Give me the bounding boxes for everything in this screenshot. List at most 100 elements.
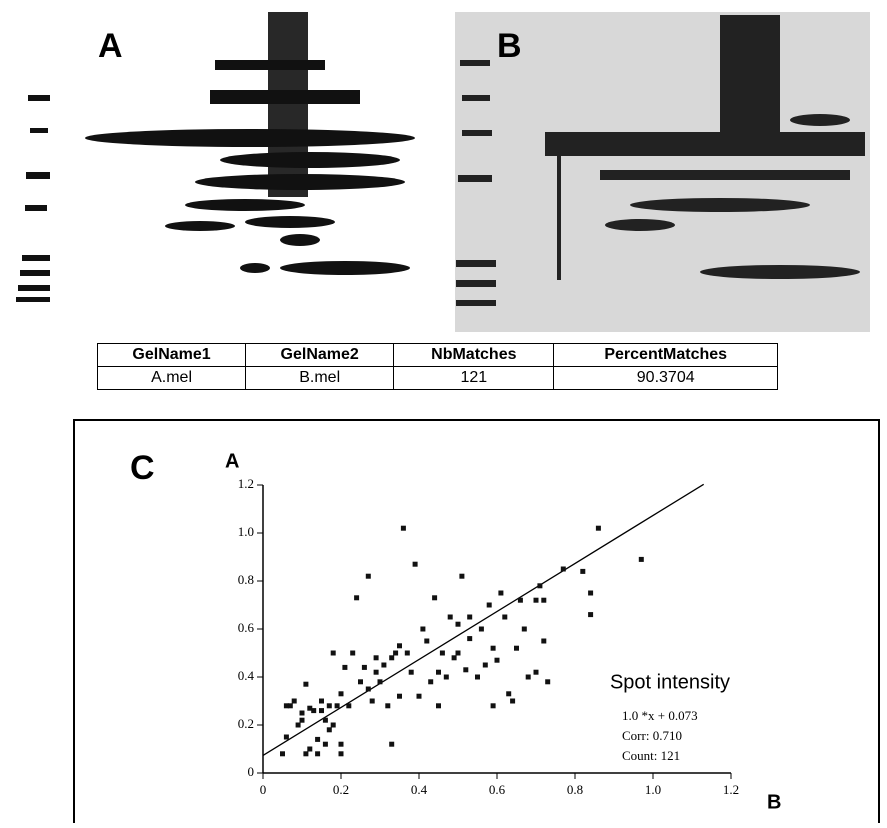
point	[303, 681, 309, 687]
point	[385, 703, 391, 709]
point	[416, 693, 422, 699]
x-tick-label: 0	[260, 782, 267, 797]
point	[326, 727, 332, 733]
point	[541, 638, 547, 644]
point	[361, 664, 367, 670]
point	[486, 602, 492, 608]
point	[311, 708, 317, 714]
annotation: 1.0 *x + 0.073	[622, 708, 698, 723]
point	[283, 703, 289, 709]
x-tick-label: 0.6	[489, 782, 506, 797]
point	[451, 655, 457, 661]
point	[475, 674, 480, 680]
point	[307, 746, 313, 752]
point	[412, 561, 418, 567]
match-table: GelName1 GelName2 NbMatches PercentMatches A…	[96, 343, 778, 390]
point	[436, 703, 441, 709]
gel-image-a	[16, 12, 415, 302]
cell: A.mel	[96, 366, 247, 390]
point	[393, 650, 399, 656]
point	[404, 650, 410, 656]
x-axis-label: B	[767, 791, 781, 813]
point	[389, 655, 395, 661]
table-row: A.mel B.mel 121 90.3704	[96, 366, 778, 390]
cell: 90.3704	[553, 366, 778, 390]
header-cell: GelName1	[96, 343, 247, 367]
point	[436, 669, 441, 675]
point	[439, 650, 445, 656]
point	[338, 741, 344, 747]
header-cell: PercentMatches	[553, 343, 778, 367]
point	[432, 595, 438, 601]
point	[580, 568, 586, 574]
point	[299, 717, 305, 723]
cell: 121	[393, 366, 555, 390]
panel-label: A	[98, 27, 123, 65]
point	[342, 664, 348, 670]
point	[443, 674, 449, 680]
point	[319, 708, 324, 714]
panel-label: B	[497, 27, 522, 65]
point	[322, 717, 328, 723]
point	[373, 669, 379, 675]
panel-label: C	[130, 449, 155, 487]
point	[506, 691, 512, 697]
point	[595, 525, 601, 531]
point	[291, 698, 297, 704]
y-tick-label: 0.6	[238, 620, 255, 635]
y-tick-label: 0	[248, 764, 255, 779]
point	[365, 686, 371, 692]
cell: B.mel	[245, 366, 395, 390]
point	[346, 703, 352, 709]
point	[638, 556, 644, 562]
point	[373, 655, 379, 661]
header-cell: NbMatches	[393, 343, 555, 367]
point	[525, 674, 531, 680]
y-tick-label: 0.2	[238, 716, 254, 731]
point	[408, 669, 414, 675]
point	[510, 698, 516, 704]
y-tick-label: 0.8	[238, 572, 254, 587]
point	[377, 679, 383, 685]
point	[463, 667, 469, 673]
point	[424, 638, 430, 644]
point	[447, 614, 453, 620]
point	[533, 669, 539, 675]
point	[303, 751, 309, 757]
point	[514, 645, 519, 651]
point	[537, 583, 543, 589]
point	[455, 650, 461, 656]
point	[517, 597, 523, 603]
x-tick-label: 1.2	[723, 782, 739, 797]
point	[545, 679, 551, 685]
x-tick-label: 0.8	[567, 782, 583, 797]
point	[494, 657, 500, 663]
point	[467, 614, 473, 620]
point	[381, 662, 387, 668]
point	[397, 693, 402, 699]
point	[334, 703, 340, 709]
y-axis-label: A	[225, 450, 239, 472]
point	[541, 597, 547, 603]
point	[330, 722, 336, 728]
point	[490, 703, 496, 709]
point	[338, 691, 344, 697]
x-tick-label: 1.0	[645, 782, 661, 797]
y-tick-label: 1.2	[238, 476, 254, 491]
point	[315, 751, 321, 757]
point	[498, 590, 504, 596]
point	[588, 612, 594, 618]
point	[389, 741, 395, 747]
header-cell: GelName2	[245, 343, 395, 367]
point	[330, 650, 336, 656]
fit-line	[262, 483, 705, 757]
point	[490, 645, 496, 651]
point	[428, 679, 434, 685]
point	[467, 636, 473, 642]
y-tick-label: 0.4	[238, 668, 255, 683]
point	[521, 626, 527, 632]
point	[560, 566, 566, 572]
annotation: Spot intensity	[610, 671, 730, 693]
